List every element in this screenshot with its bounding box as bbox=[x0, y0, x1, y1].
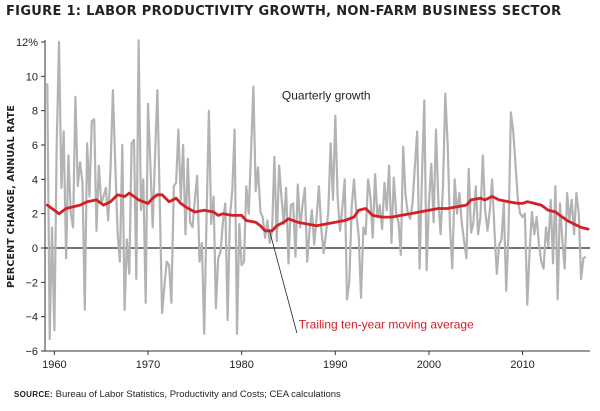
y-tick-label: 12% bbox=[16, 37, 38, 49]
y-tick-label: 6 bbox=[32, 140, 38, 152]
x-tick-label: 2010 bbox=[510, 359, 534, 371]
y-tick-label: 0 bbox=[32, 243, 38, 255]
series-line-quarterly-growth bbox=[46, 39, 587, 341]
x-tick-label: 1960 bbox=[42, 359, 66, 371]
x-tick-label: 1970 bbox=[136, 359, 160, 371]
annotation-quarterly-growth: Quarterly growth bbox=[282, 89, 371, 103]
y-tick-label: −6 bbox=[25, 346, 38, 358]
source-text: Bureau of Labor Statistics, Productivity… bbox=[55, 389, 341, 400]
x-tick-label: 2000 bbox=[417, 359, 441, 371]
annotation-leader-line bbox=[269, 231, 298, 334]
y-tick-label: −2 bbox=[25, 277, 38, 289]
x-tick-label: 1990 bbox=[323, 359, 347, 371]
y-tick-label: 8 bbox=[32, 106, 38, 118]
y-tick-label: 4 bbox=[32, 174, 38, 186]
annotation-moving-average: Trailing ten-year moving average bbox=[299, 318, 474, 332]
x-tick-label: 1980 bbox=[229, 359, 253, 371]
y-axis-title: PERCENT CHANGE, ANNUAL RATE bbox=[6, 105, 17, 288]
source-label: SOURCE: bbox=[14, 390, 53, 399]
source-note: SOURCE: Bureau of Labor Statistics, Prod… bbox=[14, 389, 341, 400]
y-tick-label: 2 bbox=[32, 209, 38, 221]
series-line-moving-average bbox=[45, 191, 590, 233]
figure-title: FIGURE 1: LABOR PRODUCTIVITY GROWTH, NON… bbox=[6, 4, 562, 19]
y-tick-label: 10 bbox=[26, 71, 38, 83]
y-tick-label: −4 bbox=[25, 312, 38, 324]
